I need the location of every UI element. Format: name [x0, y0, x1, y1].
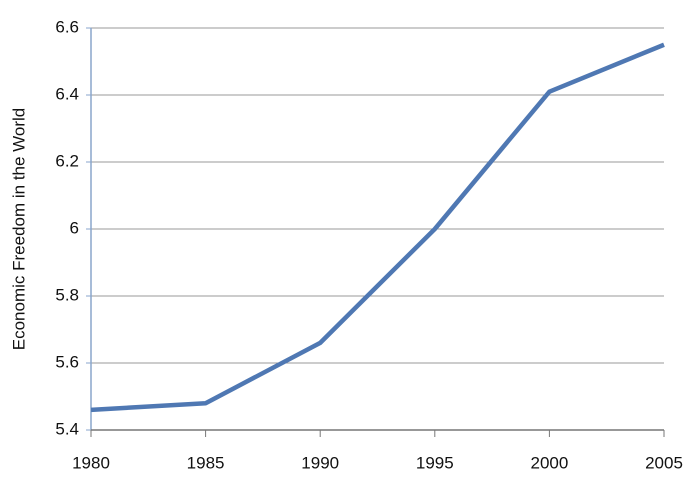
data-line	[90, 42, 665, 413]
y-tick-label: 6.2	[55, 151, 79, 170]
y-tick-label: 5.6	[55, 352, 79, 371]
y-tick-label: 6	[70, 218, 79, 237]
y-tick-label: 6.4	[55, 84, 79, 103]
y-axis-label: Economic Freedom in the World	[9, 108, 28, 351]
y-tick-label: 6.6	[55, 17, 79, 36]
y-tick-label: 5.8	[55, 285, 79, 304]
x-tick-label: 1980	[72, 453, 110, 472]
y-tick-label: 5.4	[55, 419, 79, 438]
x-tick-label: 1990	[301, 453, 339, 472]
x-tick-label: 1985	[187, 453, 225, 472]
x-tick-label: 2000	[530, 453, 568, 472]
x-tick-label: 1995	[416, 453, 454, 472]
x-tick-label: 2005	[645, 453, 683, 472]
